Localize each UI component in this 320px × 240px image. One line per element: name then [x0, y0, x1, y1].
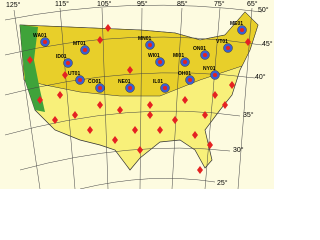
longitude-label: 85° [177, 0, 188, 8]
site-diamond [57, 91, 63, 99]
station-center [43, 40, 47, 44]
site-diamond [192, 131, 198, 139]
site-diamond [202, 111, 208, 119]
station-label: IL01 [153, 79, 163, 85]
site-diamond [97, 36, 103, 44]
latitude-label: 35° [243, 111, 254, 119]
station-label: ID01 [56, 54, 67, 60]
west-coast-zone [20, 25, 45, 112]
site-diamond [182, 96, 188, 104]
site-diamond [137, 146, 143, 154]
longitude-label: 75° [214, 0, 225, 8]
station-center [213, 73, 217, 77]
site-diamond [117, 106, 123, 114]
station-label: WA01 [33, 33, 47, 39]
station-center [83, 48, 87, 52]
graticule [4, 4, 263, 189]
station-center [148, 43, 152, 47]
site-diamond [87, 126, 93, 134]
station-label: VT01 [216, 39, 228, 45]
site-diamond [105, 24, 111, 32]
longitude-label: 95° [137, 0, 148, 8]
station-center [98, 86, 102, 90]
site-diamond [147, 111, 153, 119]
map: 125° 115° 105° 95° 85° 75° 65°50° 45° 40° 35° 30° 2… [0, 0, 274, 189]
site-diamond [147, 101, 153, 109]
station-label: WI01 [148, 53, 160, 59]
site-diamond [172, 116, 178, 124]
station-center [203, 53, 207, 57]
site-diamond [62, 71, 68, 79]
site-diamond [157, 126, 163, 134]
station-center [240, 28, 244, 32]
site-diamond [212, 91, 218, 99]
station-center [163, 86, 167, 90]
site-diamond [245, 38, 251, 46]
station-label: MN01 [138, 36, 152, 42]
latitude-label: 50° [258, 6, 269, 14]
longitude-label: 65° [247, 0, 258, 8]
station-label: NY01 [203, 66, 216, 72]
station-center [66, 61, 70, 65]
station-center [78, 78, 82, 82]
sample-sites [27, 24, 251, 174]
latitude-label: 45° [262, 40, 273, 48]
longitude-label: 115° [55, 0, 69, 8]
station-label: UT01 [68, 71, 80, 77]
station-center [226, 46, 230, 50]
station-label: NE01 [118, 79, 131, 85]
station-label: CO01 [88, 79, 101, 85]
station-label: OH01 [178, 71, 191, 77]
station-label: ON01 [193, 46, 206, 52]
latitude-label: 40° [255, 73, 266, 81]
latitude-label: 25° [217, 179, 228, 187]
site-diamond [127, 66, 133, 74]
longitude-label: 125° [6, 1, 21, 9]
station-center [183, 60, 187, 64]
site-diamond [72, 111, 78, 119]
site-diamond [27, 56, 33, 64]
station-center [158, 60, 162, 64]
station-center [128, 86, 132, 90]
site-diamond [229, 81, 235, 89]
site-diamond [37, 96, 43, 104]
site-diamond [97, 101, 103, 109]
station-label: MT01 [73, 41, 86, 47]
station-center [188, 78, 192, 82]
site-diamond [112, 136, 118, 144]
station-label: ME01 [230, 21, 243, 27]
latitude-label: 30° [233, 146, 244, 154]
site-diamond [207, 141, 213, 149]
site-diamond [52, 116, 58, 124]
station-label: MI01 [173, 53, 184, 59]
site-diamond [132, 126, 138, 134]
site-diamond [197, 166, 203, 174]
site-diamond [222, 101, 228, 109]
longitude-label: 105° [97, 0, 112, 8]
